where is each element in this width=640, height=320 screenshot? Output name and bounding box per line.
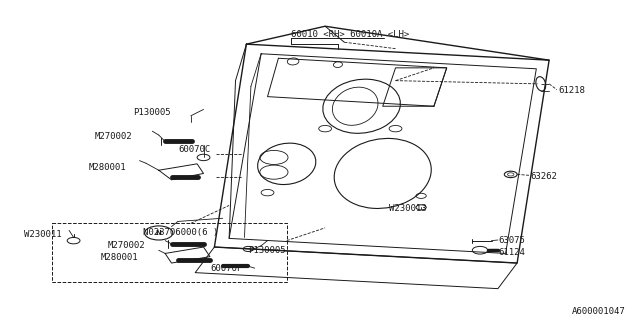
Text: M280001: M280001 <box>101 253 139 262</box>
Text: M270002: M270002 <box>108 241 145 250</box>
Text: 60010 <RH> 60010A <LH>: 60010 <RH> 60010A <LH> <box>291 30 410 39</box>
Text: A600001047: A600001047 <box>572 307 626 316</box>
Text: N023706000(6 ): N023706000(6 ) <box>143 228 218 237</box>
Text: N: N <box>156 230 162 236</box>
Text: 63075: 63075 <box>498 236 525 245</box>
Text: 61124: 61124 <box>498 248 525 257</box>
Text: 61218: 61218 <box>558 86 585 95</box>
Text: 60070C: 60070C <box>178 145 210 154</box>
Text: W230013: W230013 <box>389 204 427 213</box>
Text: P130005: P130005 <box>248 246 286 255</box>
Text: M270002: M270002 <box>95 132 132 141</box>
Text: 63262: 63262 <box>530 172 557 181</box>
Text: W230011: W230011 <box>24 230 62 239</box>
Text: P130005: P130005 <box>133 108 171 117</box>
Text: 60070F: 60070F <box>210 264 242 273</box>
Text: M280001: M280001 <box>88 163 126 172</box>
